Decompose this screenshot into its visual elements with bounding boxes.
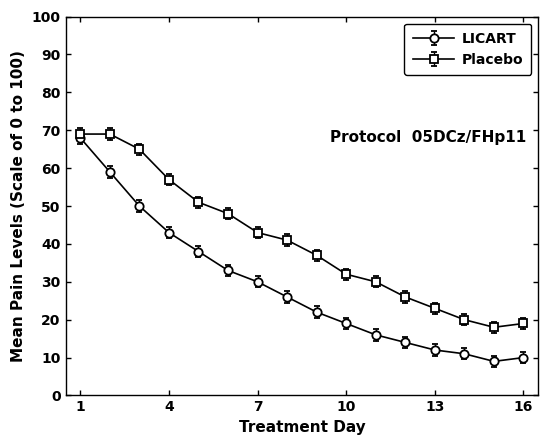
Y-axis label: Mean Pain Levels (Scale of 0 to 100): Mean Pain Levels (Scale of 0 to 100) (11, 50, 26, 362)
Text: Protocol  05DCz/FHp11: Protocol 05DCz/FHp11 (330, 130, 527, 145)
Legend: LICART, Placebo: LICART, Placebo (404, 24, 532, 75)
X-axis label: Treatment Day: Treatment Day (239, 420, 365, 435)
